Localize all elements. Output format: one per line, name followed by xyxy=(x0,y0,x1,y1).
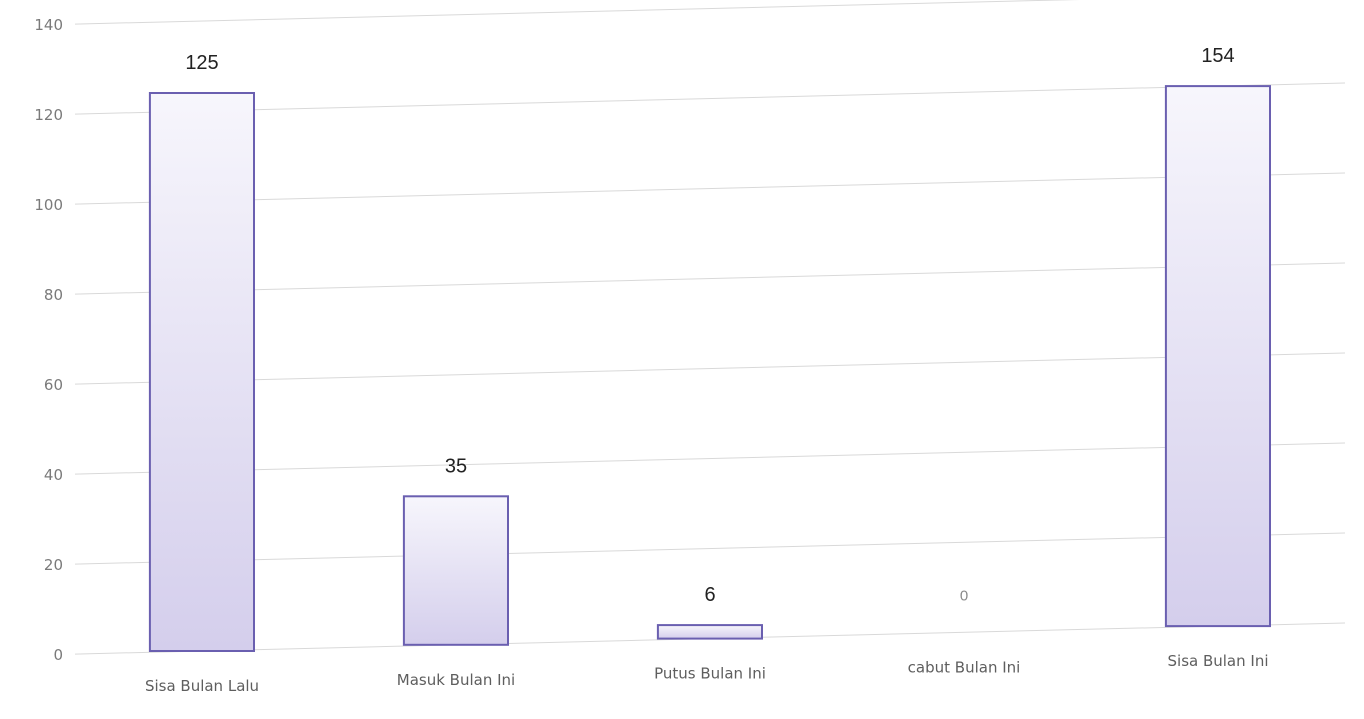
gridline xyxy=(74,262,1346,295)
y-tick-label: 20 xyxy=(44,556,63,574)
gridline xyxy=(74,352,1346,385)
data-labels: 125 35 6 0 154 xyxy=(185,45,1234,606)
y-tick-label: 100 xyxy=(34,196,63,214)
data-label: 6 xyxy=(704,584,715,606)
bar xyxy=(1164,85,1272,628)
y-tick-label: 120 xyxy=(34,106,63,124)
category-label: Masuk Bulan Ini xyxy=(397,671,515,689)
y-tick-label: 60 xyxy=(44,376,63,394)
gridline xyxy=(74,532,1346,565)
data-label: 125 xyxy=(185,52,218,74)
data-label: 35 xyxy=(445,455,467,477)
y-tick-label: 140 xyxy=(34,16,63,34)
bar xyxy=(148,92,255,652)
bar xyxy=(402,495,509,646)
x-axis-categories: Sisa Bulan Lalu Masuk Bulan Ini Putus Bula… xyxy=(145,652,1269,695)
gridline xyxy=(74,172,1346,205)
bars xyxy=(148,85,1272,652)
category-label: Putus Bulan Ini xyxy=(654,665,766,683)
gridline xyxy=(74,82,1346,115)
y-tick-label: 80 xyxy=(44,286,63,304)
data-label: 154 xyxy=(1201,45,1234,67)
gridlines xyxy=(74,0,1346,655)
gridline xyxy=(74,0,1080,25)
category-label: Sisa Bulan Ini xyxy=(1168,652,1269,670)
category-label: cabut Bulan Ini xyxy=(908,658,1021,676)
y-tick-label: 40 xyxy=(44,466,63,484)
y-axis-ticks: 0 20 40 60 80 100 120 140 xyxy=(34,16,63,664)
gridline xyxy=(74,442,1346,475)
category-label: Sisa Bulan Lalu xyxy=(145,677,259,695)
y-tick-label: 0 xyxy=(53,646,63,664)
bar xyxy=(656,624,764,640)
data-label: 0 xyxy=(960,587,968,604)
